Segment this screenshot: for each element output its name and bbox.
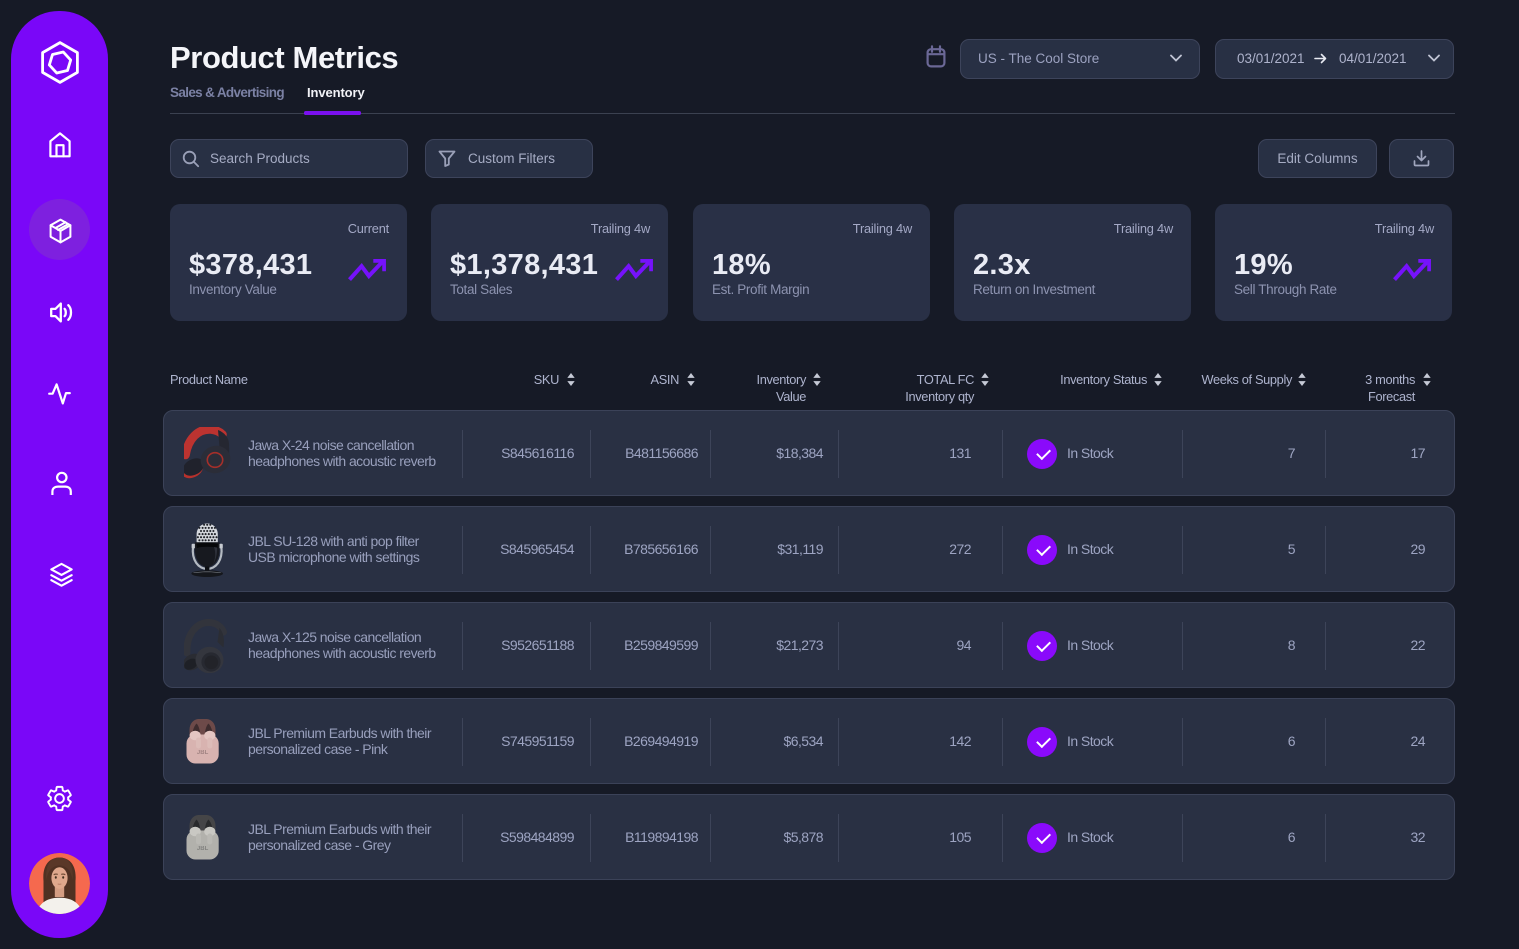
svg-text:JBL: JBL: [197, 846, 209, 852]
svg-text:JBL: JBL: [197, 750, 209, 756]
